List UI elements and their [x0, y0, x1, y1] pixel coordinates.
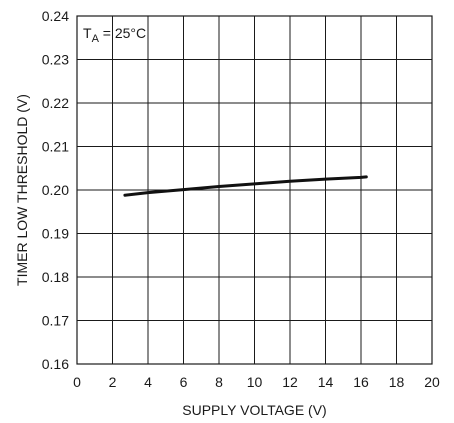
y-tick-label: 0.16 — [42, 356, 69, 372]
grid — [77, 16, 432, 364]
x-axis-ticks: 0 2 4 6 8 10 12 14 16 18 20 — [73, 374, 440, 390]
x-tick-label: 20 — [424, 374, 440, 390]
annotation-rest: = 25°C — [99, 25, 146, 41]
x-tick-label: 6 — [180, 374, 188, 390]
y-tick-label: 0.20 — [42, 182, 69, 198]
series-line — [123, 175, 368, 197]
y-tick-label: 0.21 — [42, 139, 69, 155]
y-tick-label: 0.19 — [42, 226, 69, 242]
y-tick-label: 0.17 — [42, 313, 69, 329]
y-tick-label: 0.23 — [42, 52, 69, 68]
y-tick-label: 0.22 — [42, 95, 69, 111]
y-axis-ticks: 0.16 0.17 0.18 0.19 0.20 0.21 0.22 0.23 0.24 — [42, 8, 69, 372]
x-tick-label: 16 — [353, 374, 369, 390]
x-tick-label: 0 — [73, 374, 81, 390]
x-tick-label: 4 — [144, 374, 152, 390]
x-tick-label: 12 — [282, 374, 298, 390]
temperature-annotation: TA = 25°C — [83, 25, 146, 45]
x-tick-label: 8 — [215, 374, 223, 390]
x-tick-label: 18 — [389, 374, 405, 390]
y-axis-label: TIMER LOW THRESHOLD (V) — [14, 94, 30, 286]
x-axis-label: SUPPLY VOLTAGE (V) — [182, 402, 326, 418]
x-tick-label: 2 — [109, 374, 117, 390]
y-tick-label: 0.24 — [42, 8, 69, 24]
plot-frame — [76, 15, 433, 365]
x-tick-label: 10 — [247, 374, 263, 390]
x-tick-label: 14 — [318, 374, 334, 390]
annotation-main: T — [83, 25, 92, 41]
annotation-subscript: A — [92, 33, 100, 45]
series-layer — [123, 175, 368, 197]
y-tick-label: 0.18 — [42, 269, 69, 285]
